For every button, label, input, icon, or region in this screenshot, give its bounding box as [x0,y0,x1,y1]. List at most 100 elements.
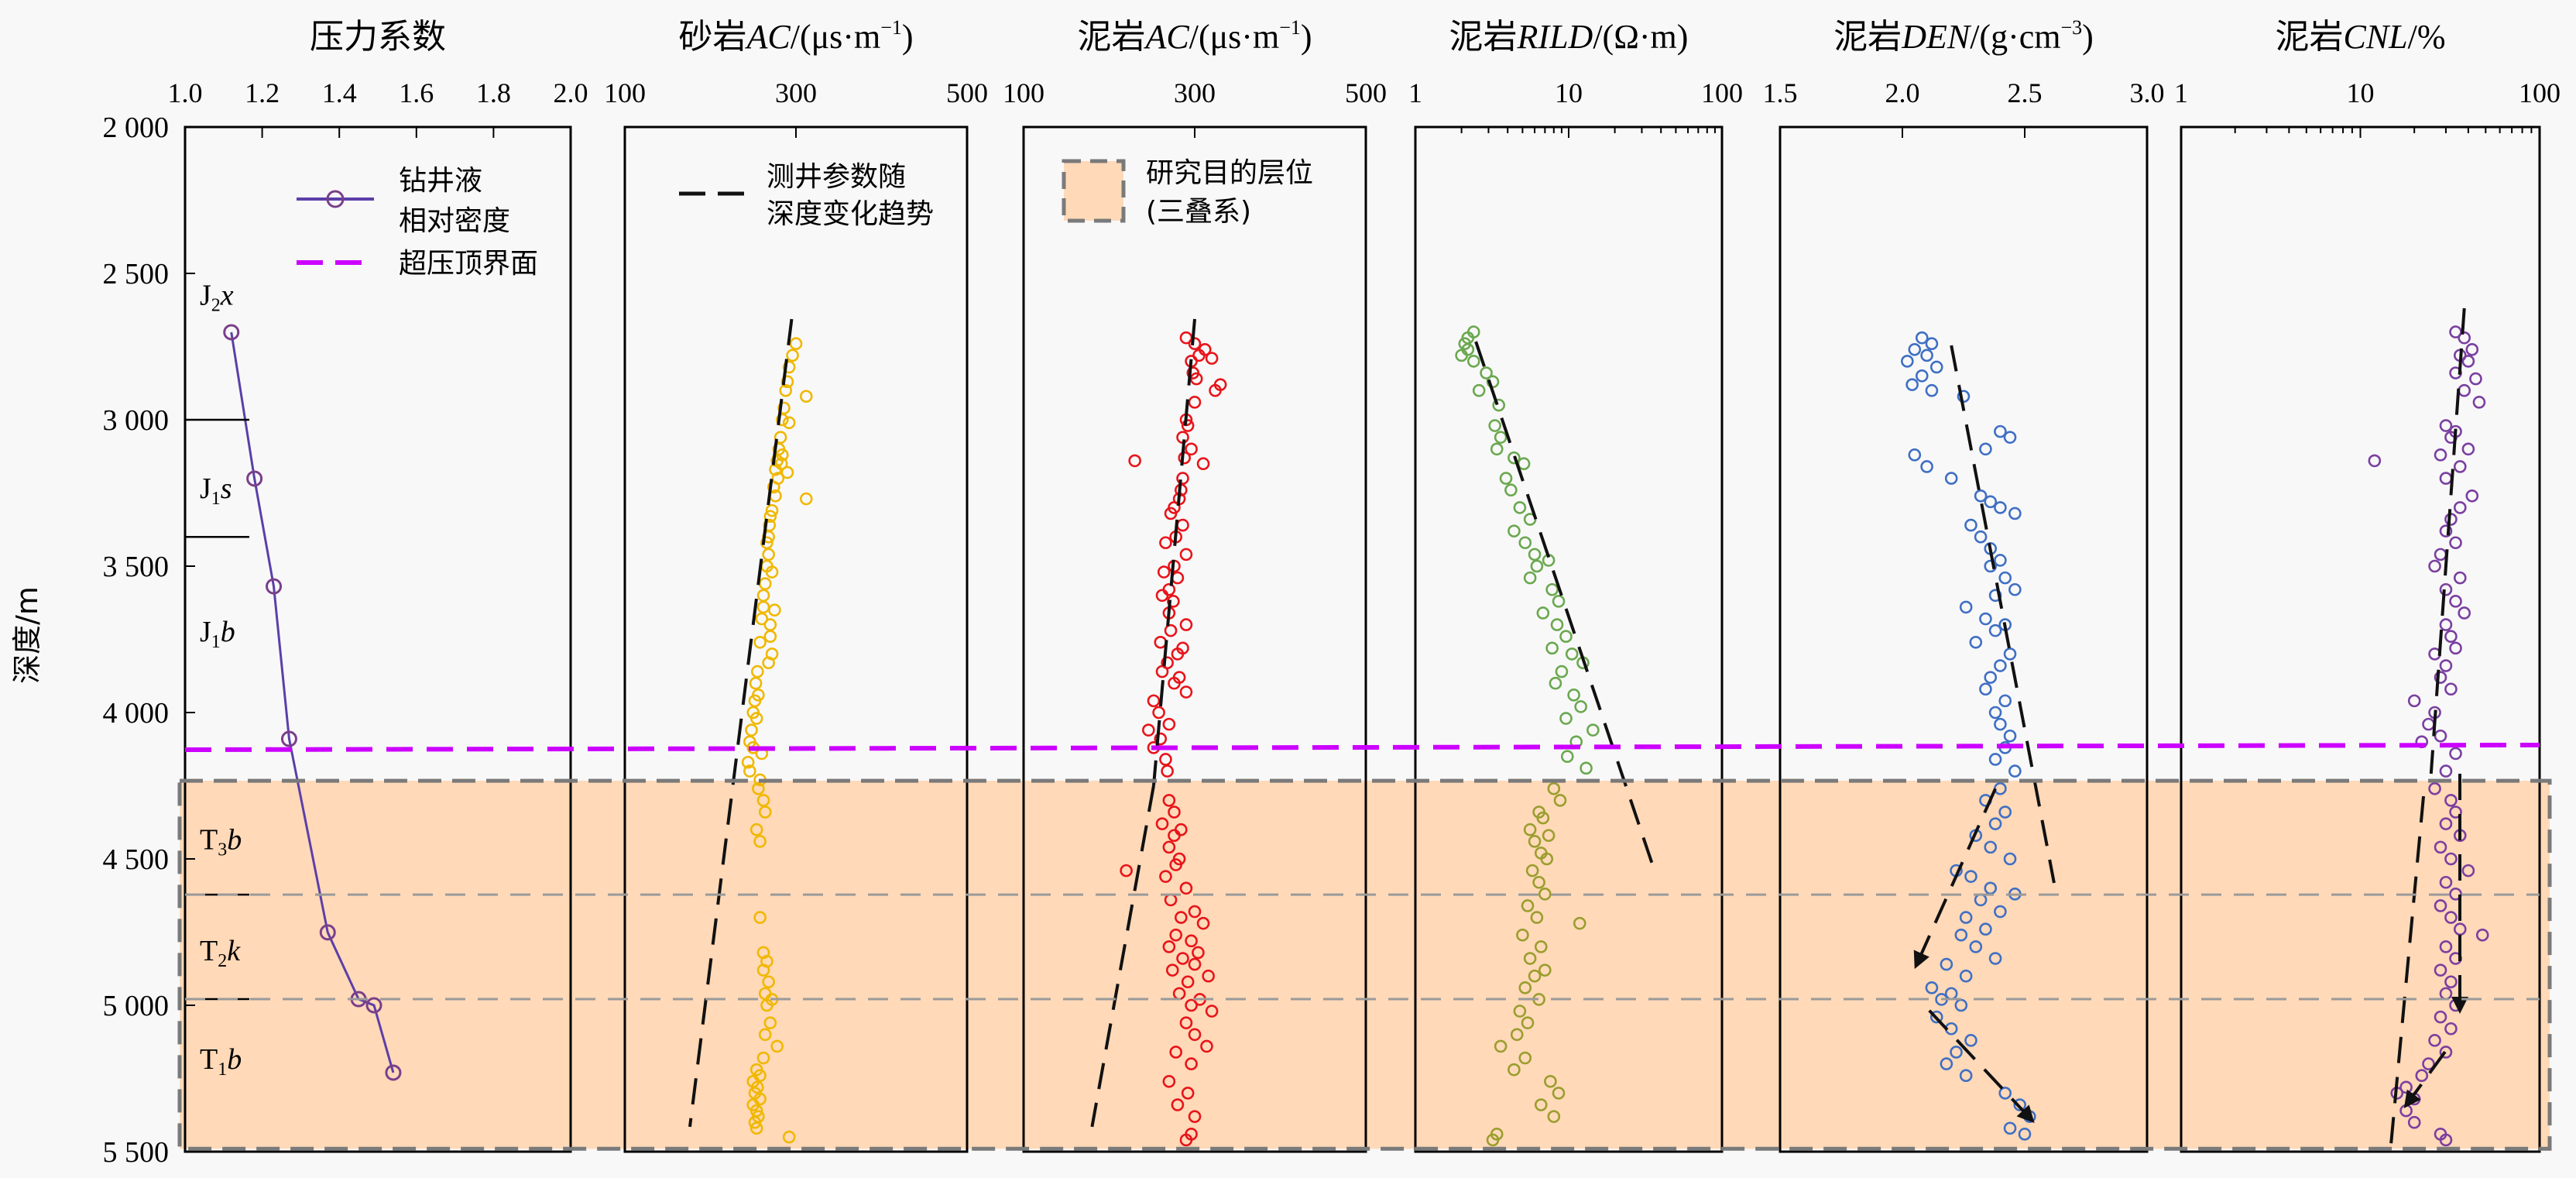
data-point [1508,451,1521,465]
data-point [1185,1057,1198,1070]
formation-label: J1s [200,472,232,509]
panel-title-cjk: 泥岩 [2275,17,2343,57]
data-point [762,975,775,989]
data-point [1513,1005,1527,1018]
data-point [1567,689,1580,702]
panel-title: 泥岩CNL/% [2275,17,2445,57]
x-tick-label: 100 [604,77,646,108]
data-point [2439,940,2453,953]
formation-label: T2k [200,935,241,971]
data-point [1518,536,1532,550]
data-point [1969,635,1983,649]
panel-title-sup: −3 [2060,16,2082,39]
data-point [782,360,796,374]
data-point [1929,360,1943,374]
data-point [2428,559,2441,573]
data-point [2434,448,2447,462]
data-point [1979,682,1992,696]
formation-sub: 2 [218,951,227,971]
data-point [1528,548,1542,562]
formation-base: T [200,1043,218,1076]
data-point [1162,1074,1176,1088]
formation-suffix: b [227,824,242,857]
data-point [2434,1010,2447,1024]
data-point [1179,548,1193,562]
data-point [2003,1121,2017,1135]
data-point [1147,694,1161,708]
data-point [1988,753,2002,766]
data-point [763,1016,777,1029]
data-point [1185,442,1198,456]
panel-title-cjk: 压力系数 [310,17,446,57]
data-point [1196,457,1210,471]
data-point [756,1051,770,1065]
data-point [2449,888,2462,901]
data-point [1998,805,2012,819]
trend-line [1950,345,2056,884]
x-tick-label: 3.0 [2130,77,2165,108]
data-point [1169,858,1182,871]
data-point [2469,372,2482,386]
data-point [1950,1046,1963,1059]
data-point [1959,911,1973,924]
data-point [1984,559,1998,573]
data-point [1547,1110,1561,1123]
legend-overpressure-label: 超压顶界面 [399,248,538,280]
data-point [2008,507,2022,520]
data-point [1908,342,1922,356]
data-point [1504,483,1518,497]
data-point [1940,957,1953,971]
data-point [1181,975,1195,989]
data-point [762,548,775,562]
data-point [1555,665,1569,678]
formation-suffix: k [227,935,241,967]
data-point [750,1080,764,1094]
formation-suffix: x [220,279,234,311]
trend-arrowhead [2016,1104,2035,1123]
data-point [1128,454,1141,468]
data-point [763,510,777,524]
data-point [1959,1069,1973,1083]
x-tick-label: 1.4 [322,77,357,108]
data-point [1964,518,1977,532]
data-point [2434,963,2447,977]
data-point [799,390,813,404]
data-point [1154,732,1168,746]
data-point [758,1028,772,1042]
formation-base: T [200,935,218,967]
data-point [1915,369,1929,383]
data-point [2003,431,2017,444]
y-tick-label: 2 500 [103,258,170,290]
data-point [1152,706,1165,720]
mud-density-point [319,924,336,941]
trend-line [1928,1009,2036,1125]
data-point [1188,957,1202,971]
formation-suffix: b [221,616,235,648]
data-point [779,383,793,397]
formation-label: J2x [200,279,234,315]
data-point [1542,829,1556,843]
legend-target-label: (三叠系) [1146,196,1251,228]
data-point [1974,530,1988,544]
x-tick-label: 100 [1701,77,1743,108]
data-point [2439,1133,2453,1147]
data-point [1528,969,1542,983]
formation-sub: 1 [211,489,221,509]
data-point [1528,835,1542,848]
data-point [1494,1039,1508,1053]
data-point [1534,1098,1548,1111]
data-point [789,337,803,351]
mud-density-point [266,578,283,595]
data-point [1994,424,2007,438]
data-point [2439,618,2453,631]
panel-title: 泥岩DEN/(g·cm−3) [1833,16,2094,57]
panel-title: 砂岩AC/(μs·m−1) [678,16,913,57]
data-point [2444,794,2458,807]
data-point [2453,460,2467,473]
data-point [1988,706,2002,720]
panel-pressure: 压力系数 1.0 1.2 1.4 1.6 1.8 2.0 [168,17,588,1153]
data-point [756,589,770,603]
data-point [2449,536,2462,550]
data-point [1530,559,1544,573]
